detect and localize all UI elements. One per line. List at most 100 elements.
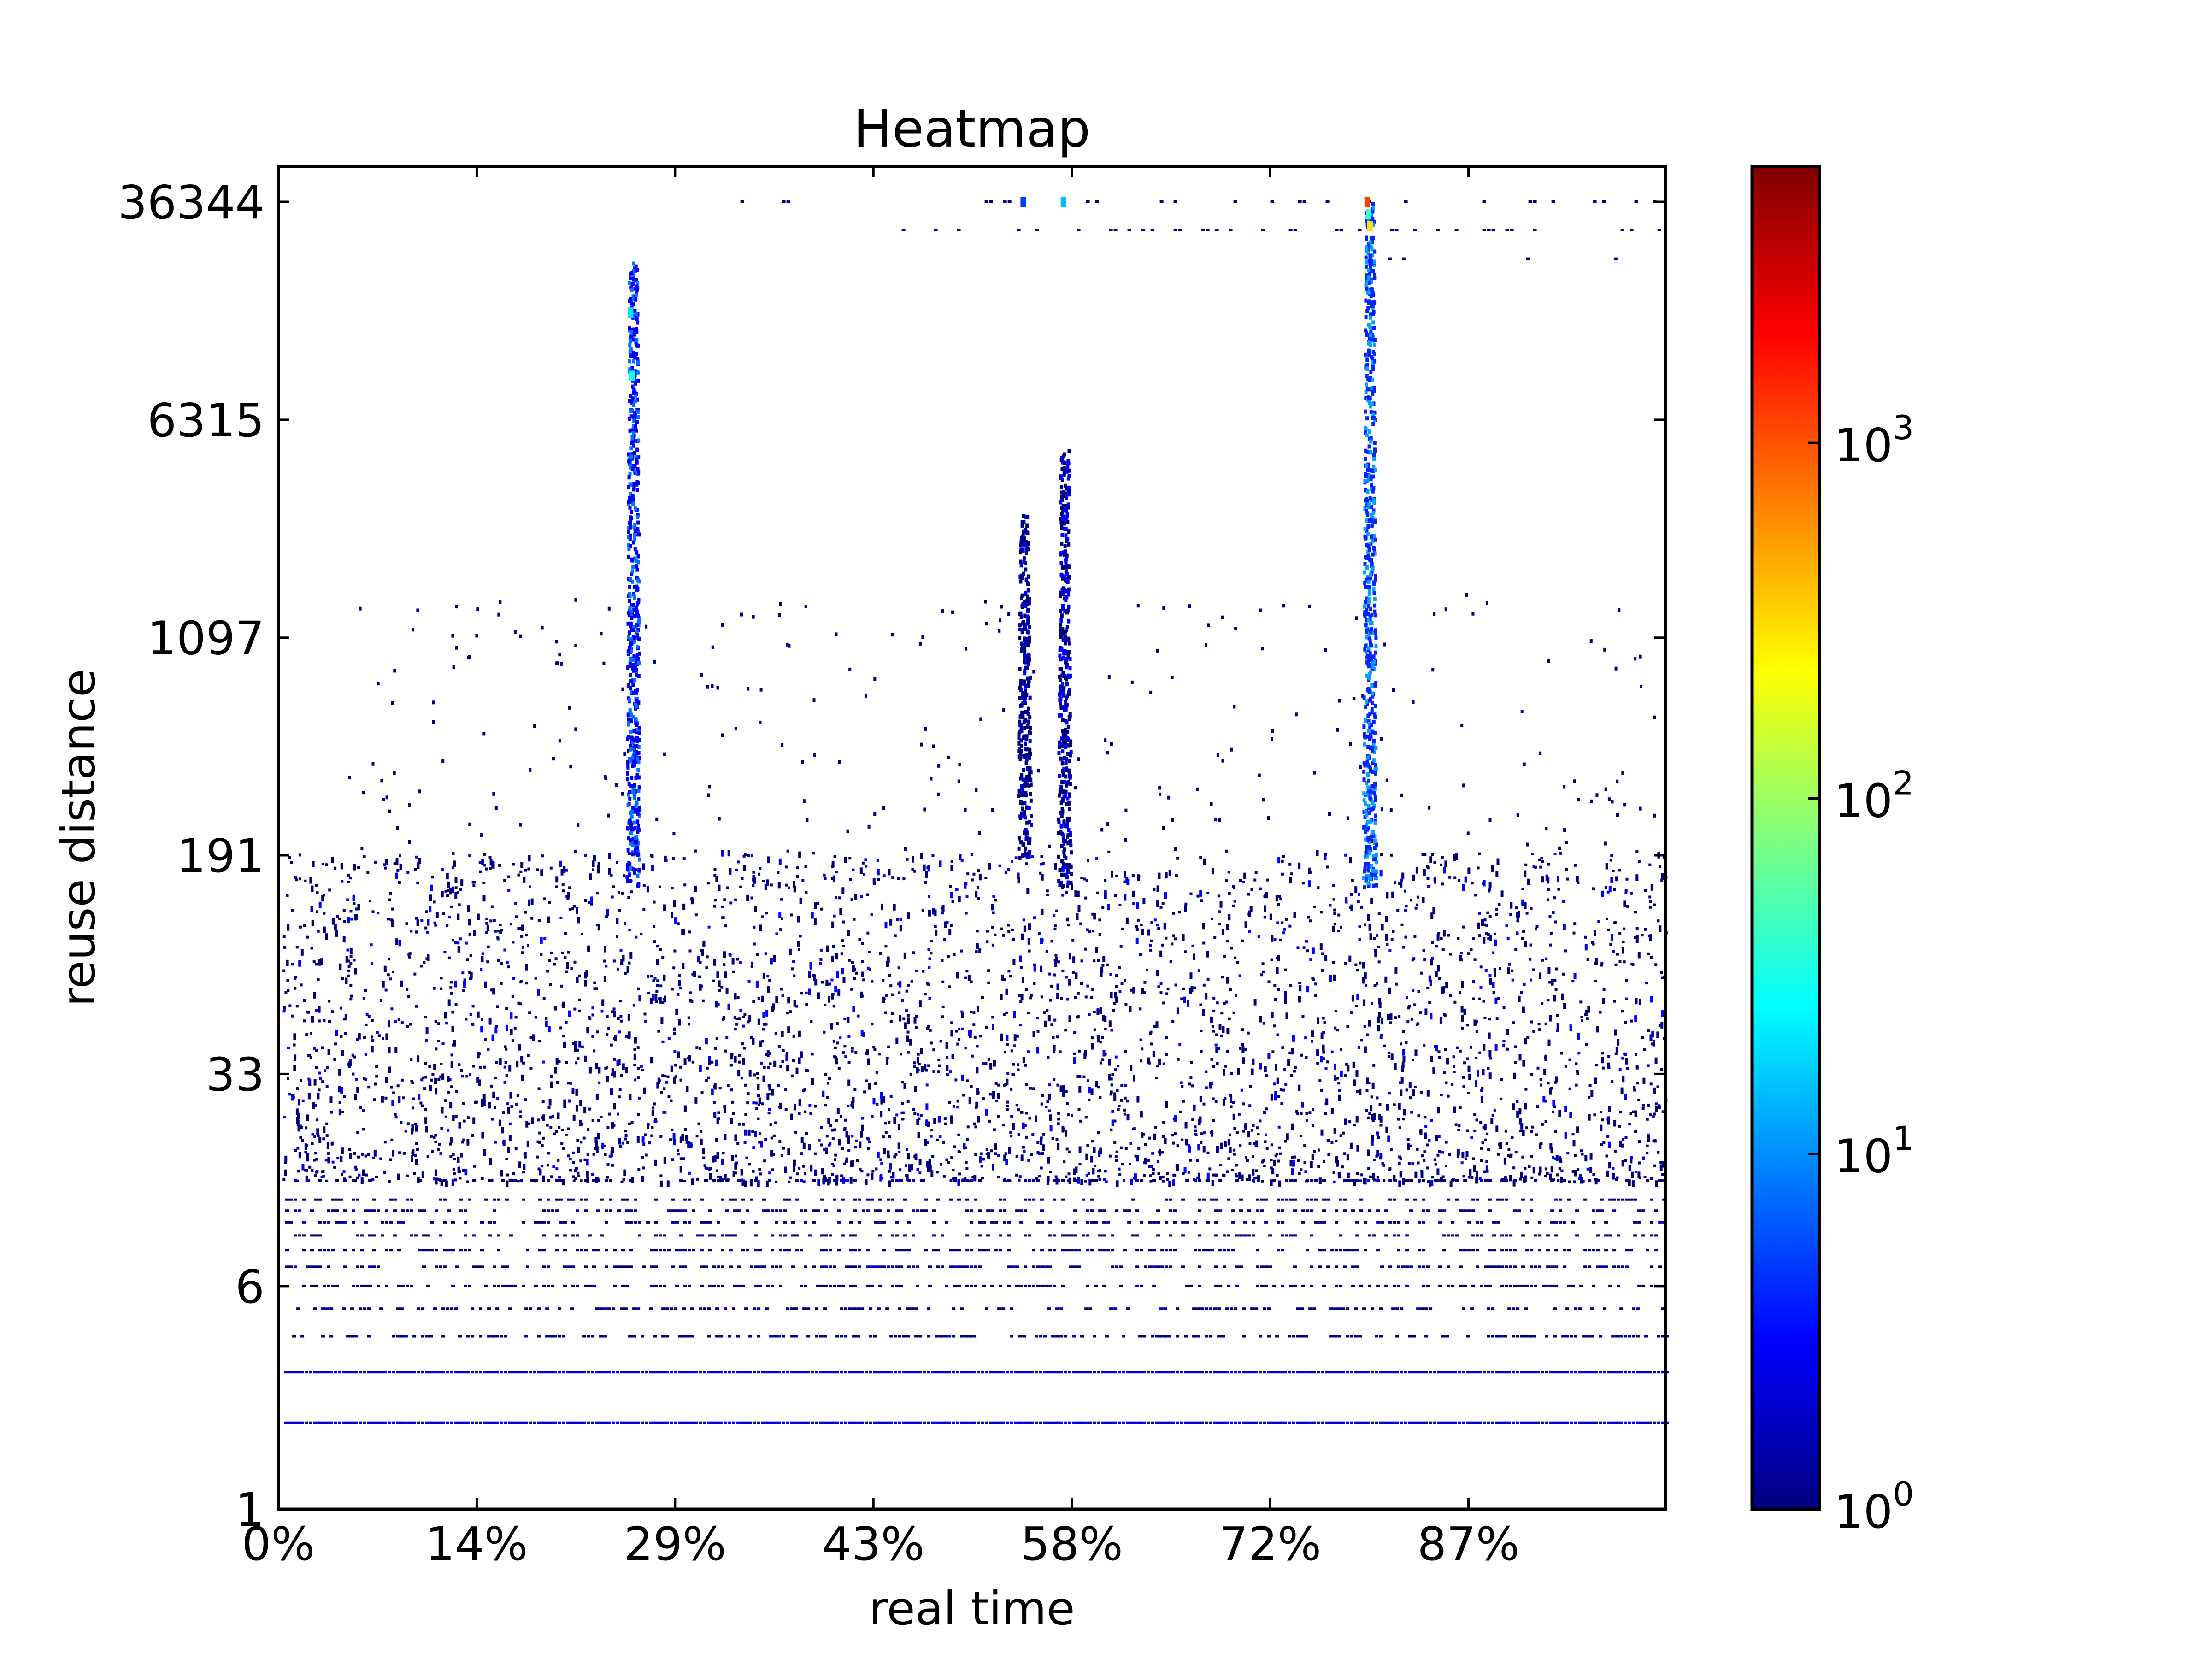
heat-cell bbox=[1574, 1307, 1578, 1310]
heat-cell bbox=[1281, 1234, 1285, 1237]
heat-cell bbox=[1095, 857, 1098, 860]
heat-cell bbox=[296, 1371, 300, 1374]
heat-cell bbox=[1036, 1221, 1040, 1224]
heat-cell bbox=[1212, 1030, 1215, 1033]
heat-cell bbox=[368, 1284, 372, 1287]
heat-cell bbox=[1657, 919, 1660, 923]
heat-cell bbox=[753, 1421, 756, 1424]
heat-cell bbox=[537, 1087, 541, 1090]
heat-cell bbox=[1434, 1163, 1437, 1166]
heat-cell bbox=[1630, 1157, 1633, 1164]
heat-cell bbox=[359, 1421, 362, 1424]
heat-cell bbox=[485, 917, 488, 920]
heat-cell bbox=[352, 1209, 355, 1212]
heat-cell bbox=[884, 945, 888, 948]
heat-cell bbox=[590, 902, 593, 906]
heat-cell bbox=[1377, 960, 1381, 964]
heat-cell bbox=[715, 876, 718, 882]
heat-cell bbox=[1646, 1144, 1649, 1147]
heat-cell bbox=[1099, 1147, 1102, 1154]
heat-cell bbox=[389, 1221, 393, 1224]
heat-cell bbox=[1554, 1265, 1559, 1268]
heat-cell bbox=[671, 988, 674, 991]
heat-cell bbox=[1325, 1421, 1329, 1424]
heat-cell bbox=[670, 1371, 673, 1374]
heat-cell bbox=[1340, 925, 1342, 929]
heat-cell bbox=[1069, 1265, 1073, 1268]
heat-cell bbox=[1447, 1198, 1451, 1201]
heat-cell bbox=[889, 1020, 893, 1023]
heat-cell bbox=[1491, 1307, 1495, 1310]
heat-cell bbox=[690, 1371, 694, 1374]
heat-cell bbox=[1404, 1371, 1407, 1374]
heat-cell bbox=[1655, 1106, 1658, 1112]
heat-cell bbox=[1199, 1116, 1202, 1123]
heat-cell bbox=[1333, 974, 1336, 981]
heat-cell bbox=[1559, 1221, 1563, 1224]
heat-cell bbox=[1422, 1179, 1426, 1182]
heat-cell bbox=[1085, 879, 1088, 882]
heat-cell bbox=[1200, 1307, 1205, 1310]
heat-cell bbox=[353, 959, 356, 962]
heat-cell bbox=[835, 896, 837, 899]
heat-cell bbox=[513, 1179, 517, 1182]
heat-cell bbox=[764, 1138, 767, 1141]
heat-cell bbox=[1182, 1100, 1185, 1103]
heat-cell bbox=[1109, 1371, 1113, 1374]
heat-cell bbox=[934, 909, 937, 916]
heat-cell bbox=[1388, 1051, 1391, 1054]
heat-cell bbox=[549, 1371, 553, 1374]
heat-cell bbox=[1388, 1167, 1392, 1170]
heat-cell bbox=[1048, 1083, 1051, 1087]
heat-cell bbox=[633, 1048, 636, 1051]
heat-cell bbox=[1634, 1015, 1637, 1022]
heat-cell bbox=[408, 952, 412, 955]
heat-cell bbox=[841, 1198, 845, 1201]
heat-cell bbox=[356, 1038, 359, 1041]
heat-cell bbox=[406, 988, 409, 991]
heat-cell bbox=[609, 1209, 612, 1212]
heat-cell bbox=[1395, 1421, 1399, 1424]
heat-cell bbox=[1658, 865, 1661, 869]
heat-cell bbox=[902, 1421, 906, 1424]
heat-cell bbox=[394, 1113, 397, 1116]
heat-cell bbox=[1596, 1265, 1600, 1268]
heat-cell bbox=[1332, 884, 1335, 887]
heat-cell bbox=[454, 892, 458, 899]
heat-cell bbox=[787, 1198, 791, 1201]
heat-cell bbox=[1101, 1036, 1104, 1039]
heat-cell bbox=[341, 1050, 344, 1056]
heat-cell bbox=[824, 1284, 828, 1287]
heat-cell bbox=[1414, 1171, 1418, 1178]
heat-cell bbox=[835, 1058, 838, 1065]
heat-cell bbox=[1278, 1180, 1282, 1187]
heat-cell bbox=[1353, 1124, 1356, 1126]
heat-cell bbox=[914, 1421, 918, 1424]
heat-cell bbox=[721, 1198, 724, 1201]
heat-cell bbox=[1053, 973, 1056, 977]
heat-cell bbox=[971, 1176, 975, 1179]
heat-cell bbox=[1363, 1177, 1366, 1184]
heat-cell bbox=[394, 1116, 398, 1119]
heat-cell bbox=[1098, 918, 1101, 922]
heat-cell bbox=[1072, 1421, 1076, 1424]
heat-cell bbox=[591, 1013, 594, 1017]
heat-cell bbox=[1635, 850, 1639, 853]
heat-cell bbox=[869, 968, 871, 971]
heat-cell bbox=[847, 930, 850, 936]
heat-cell bbox=[288, 1004, 292, 1007]
heat-cell bbox=[1380, 1221, 1384, 1224]
heat-cell bbox=[791, 1221, 795, 1224]
heat-cell bbox=[865, 1179, 868, 1186]
heat-cell bbox=[829, 1249, 832, 1252]
heat-cell bbox=[1227, 1249, 1231, 1252]
heat-cell bbox=[1420, 971, 1423, 975]
heat-cell bbox=[420, 919, 424, 922]
heat-cell bbox=[975, 1106, 977, 1109]
heat-cell bbox=[1365, 984, 1368, 987]
heat-cell bbox=[1466, 1057, 1469, 1060]
heat-cell bbox=[849, 1221, 853, 1224]
heat-cell bbox=[1427, 885, 1430, 888]
heat-cell bbox=[392, 1335, 396, 1338]
heat-cell bbox=[850, 898, 853, 901]
